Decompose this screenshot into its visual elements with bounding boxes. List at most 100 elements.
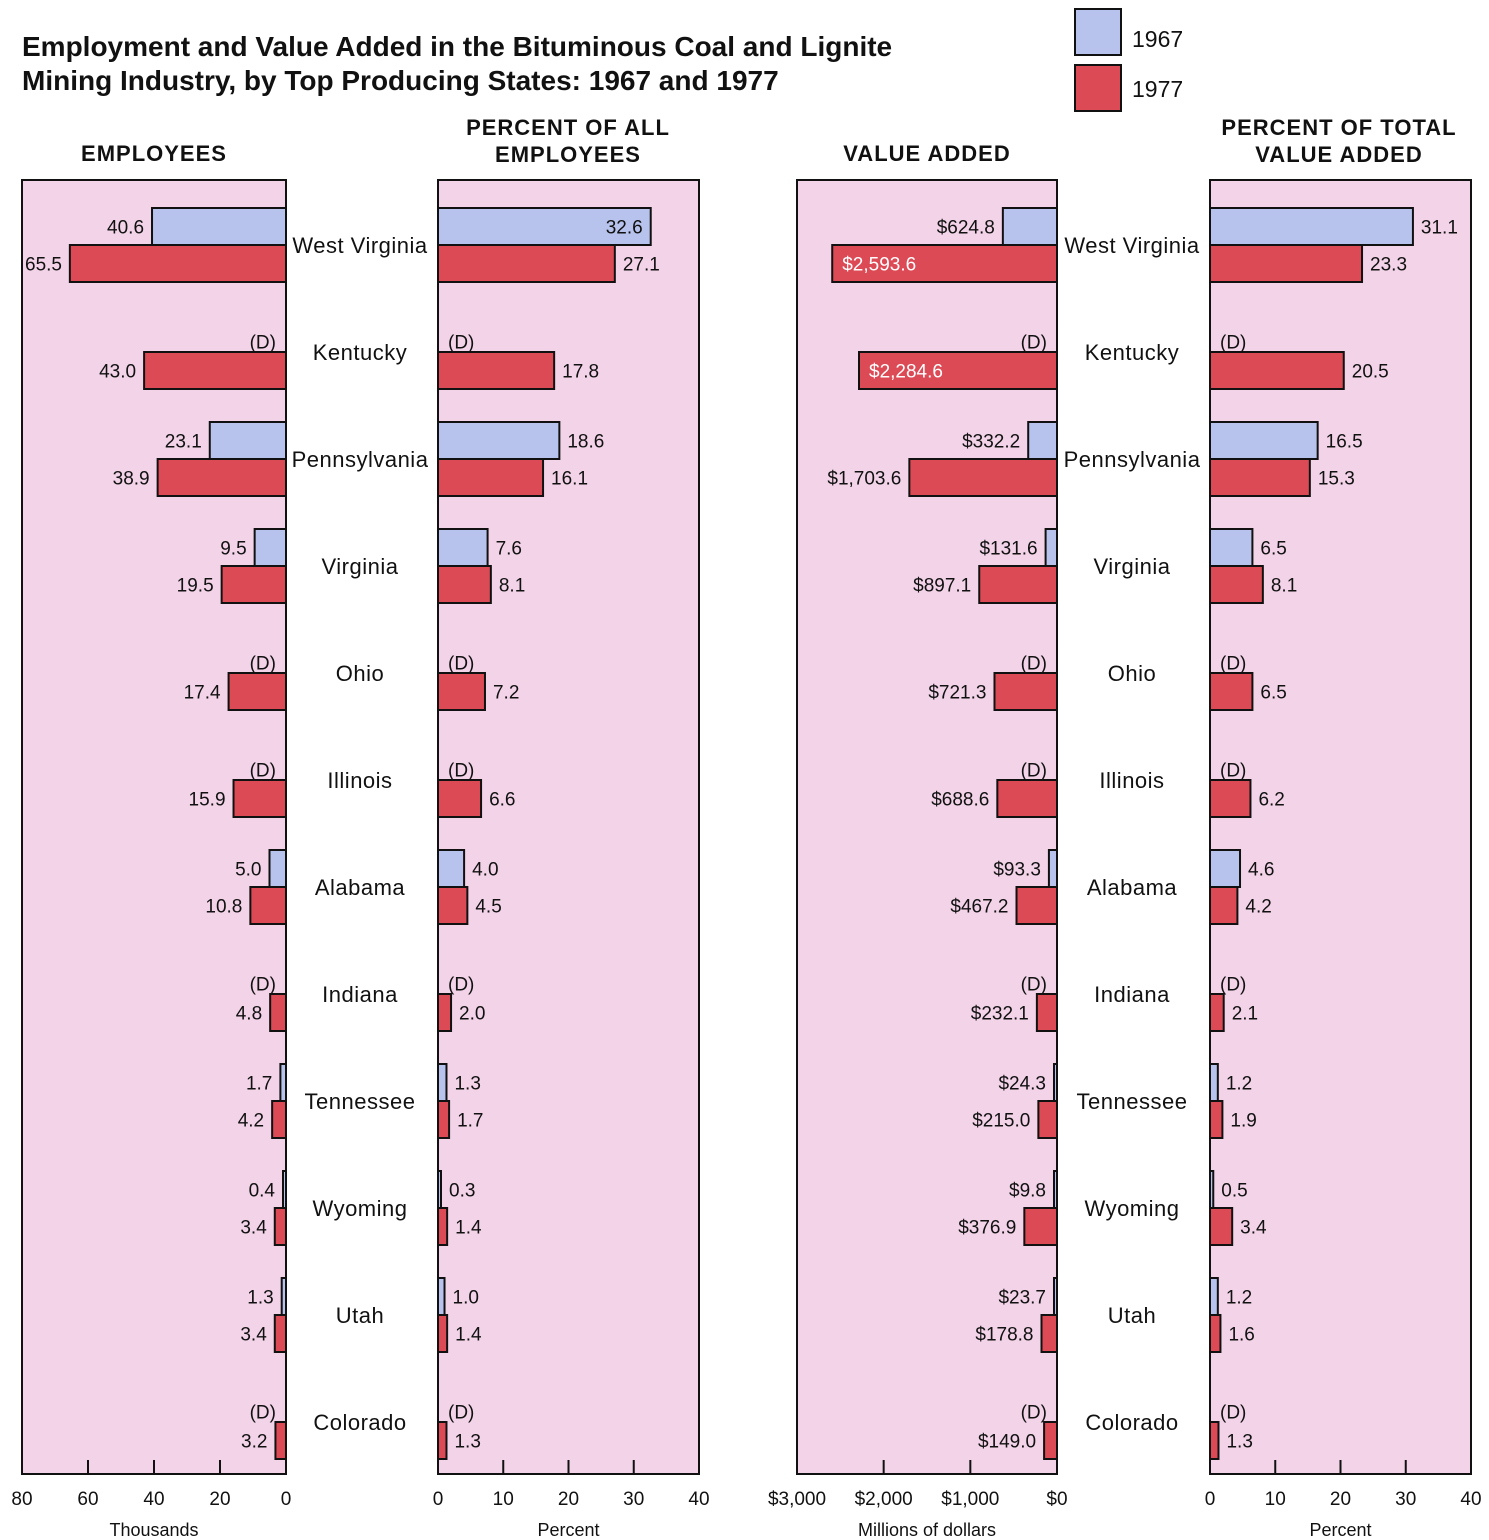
bar-pct_employees-1977-9 [437,1207,449,1246]
bar-pct_employees-1967-2 [437,421,561,460]
bar-employees-1967-6 [268,849,287,888]
tick-label-pct_employees-1: 10 [493,1489,514,1510]
bar-pct_value-1967-8 [1209,1063,1219,1102]
bar-pct_employees-1977-0 [437,244,616,283]
data-label-employees-1967-10: 1.3 [247,1288,273,1309]
bar-pct_employees-1977-3 [437,565,492,604]
data-label-pct_value-1967-1: (D) [1220,333,1246,354]
data-label-value_added-1967-0: $624.8 [937,218,995,239]
state-label-right-8: Tennessee [1077,1089,1188,1114]
bar-value_added-1967-3 [1044,528,1059,567]
tick-label-employees-0: 80 [11,1489,32,1510]
data-label-value_added-1977-0: $2,593.6 [842,255,916,276]
axis-label-pct_value: Percent [1309,1520,1371,1540]
bar-value_added-1977-9 [1023,1207,1058,1246]
bar-value_added-1967-0 [1001,207,1058,246]
bar-value_added-1977-5 [996,779,1059,818]
state-label-left-5: Illinois [327,768,392,793]
bar-value_added-1967-9 [1053,1170,1058,1209]
panel-title-employees-line-1: EMPLOYEES [81,141,227,166]
bar-employees-1977-9 [273,1207,287,1246]
data-label-pct_value-1967-9: 0.5 [1221,1181,1247,1202]
data-label-pct_employees-1977-2: 16.1 [551,469,588,490]
data-label-employees-1967-5: (D) [250,761,276,782]
data-label-pct_employees-1967-5: (D) [448,761,474,782]
tick-label-pct_value-2: 20 [1330,1489,1351,1510]
tick-label-pct_value-4: 40 [1460,1489,1481,1510]
chart-title: Employment and Value Added in the Bitumi… [22,30,1022,98]
panel-title-employees: EMPLOYEES [22,140,286,167]
tick-label-pct_value-1: 10 [1265,1489,1286,1510]
bar-pct_employees-1977-10 [437,1314,449,1353]
data-label-value_added-1967-6: $93.3 [993,860,1041,881]
data-label-value_added-1967-1: (D) [1021,333,1047,354]
data-label-pct_employees-1967-10: 1.0 [453,1288,479,1309]
bar-pct_value-1967-10 [1209,1277,1219,1316]
data-label-pct_value-1967-6: 4.6 [1248,860,1274,881]
state-label-left-9: Wyoming [313,1196,408,1221]
bar-pct_employees-1967-10 [437,1277,446,1316]
data-label-pct_employees-1977-10: 1.4 [455,1325,482,1346]
legend-swatch-1977 [1074,64,1122,112]
bar-pct_value-1977-10 [1209,1314,1222,1353]
data-label-value_added-1977-4: $721.3 [928,683,986,704]
bar-pct_employees-1967-0 [437,207,652,246]
bar-employees-1977-2 [156,458,287,497]
state-label-left-8: Tennessee [305,1089,416,1114]
bar-pct_employees-1977-7 [437,993,453,1032]
data-label-pct_employees-1977-11: 1.3 [454,1432,480,1453]
data-label-pct_employees-1967-1: (D) [448,333,474,354]
panel-title-percent-employees: PERCENT OF ALL EMPLOYEES [430,114,706,168]
data-label-employees-1977-7: 4.8 [236,1004,262,1025]
data-label-employees-1967-7: (D) [250,975,276,996]
data-label-pct_value-1967-3: 6.5 [1260,539,1286,560]
tick-label-employees-2: 40 [143,1489,164,1510]
state-label-left-7: Indiana [322,982,398,1007]
bar-pct_employees-1977-1 [437,351,556,390]
bar-pct_employees-1967-8 [437,1063,448,1102]
tick-label-employees-3: 20 [209,1489,230,1510]
data-label-pct_value-1967-2: 16.5 [1326,432,1363,453]
data-label-pct_value-1967-7: (D) [1220,975,1246,996]
bar-pct_employees-1967-3 [437,528,489,567]
data-label-value_added-1967-5: (D) [1021,761,1047,782]
data-label-value_added-1977-9: $376.9 [958,1218,1016,1239]
data-label-pct_value-1977-0: 23.3 [1370,255,1407,276]
data-label-value_added-1967-2: $332.2 [962,432,1020,453]
data-label-value_added-1967-4: (D) [1021,654,1047,675]
tick-label-value_added-1: $2,000 [855,1489,913,1510]
data-label-value_added-1977-7: $232.1 [971,1004,1029,1025]
data-label-value_added-1977-3: $897.1 [913,576,971,597]
axis-label-employees: Thousands [109,1520,198,1540]
bar-pct_value-1977-4 [1209,672,1254,711]
state-label-right-6: Alabama [1087,875,1178,900]
data-label-pct_value-1977-7: 2.1 [1232,1004,1258,1025]
data-label-employees-1977-9: 3.4 [240,1218,267,1239]
legend-swatch-1967 [1074,8,1122,56]
chart-title-line-2: Mining Industry, by Top Producing States… [22,65,779,96]
state-label-right-9: Wyoming [1085,1196,1180,1221]
data-label-employees-1977-1: 43.0 [99,362,136,383]
state-label-right-10: Utah [1108,1303,1156,1328]
axis-label-value_added: Millions of dollars [858,1520,996,1540]
data-label-employees-1977-0: 65.5 [25,255,62,276]
data-label-pct_value-1977-3: 8.1 [1271,576,1297,597]
data-label-pct_value-1967-11: (D) [1220,1403,1246,1424]
bar-pct_value-1967-2 [1209,421,1319,460]
bar-pct_value-1977-5 [1209,779,1252,818]
bar-value_added-1967-2 [1027,421,1059,460]
state-label-right-0: West Virginia [1064,233,1200,258]
data-label-pct_value-1977-2: 15.3 [1318,469,1355,490]
data-label-pct_employees-1977-9: 1.4 [455,1218,482,1239]
bar-employees-1977-3 [220,565,287,604]
bar-pct_value-1977-2 [1209,458,1311,497]
bar-employees-1967-3 [253,528,287,567]
data-label-employees-1977-4: 17.4 [184,683,221,704]
legend-label-1977: 1977 [1132,76,1184,102]
state-label-left-4: Ohio [336,661,384,686]
data-label-pct_value-1977-8: 1.9 [1230,1111,1256,1132]
state-label-right-1: Kentucky [1085,340,1180,365]
data-label-pct_value-1977-5: 6.2 [1258,790,1284,811]
data-label-pct_value-1977-10: 1.6 [1228,1325,1254,1346]
bar-pct_employees-1977-8 [437,1100,451,1139]
